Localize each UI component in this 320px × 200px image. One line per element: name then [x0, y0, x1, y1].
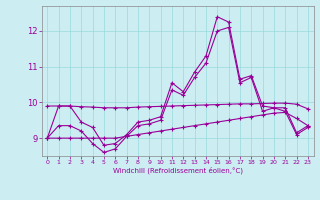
- X-axis label: Windchill (Refroidissement éolien,°C): Windchill (Refroidissement éolien,°C): [113, 167, 243, 174]
